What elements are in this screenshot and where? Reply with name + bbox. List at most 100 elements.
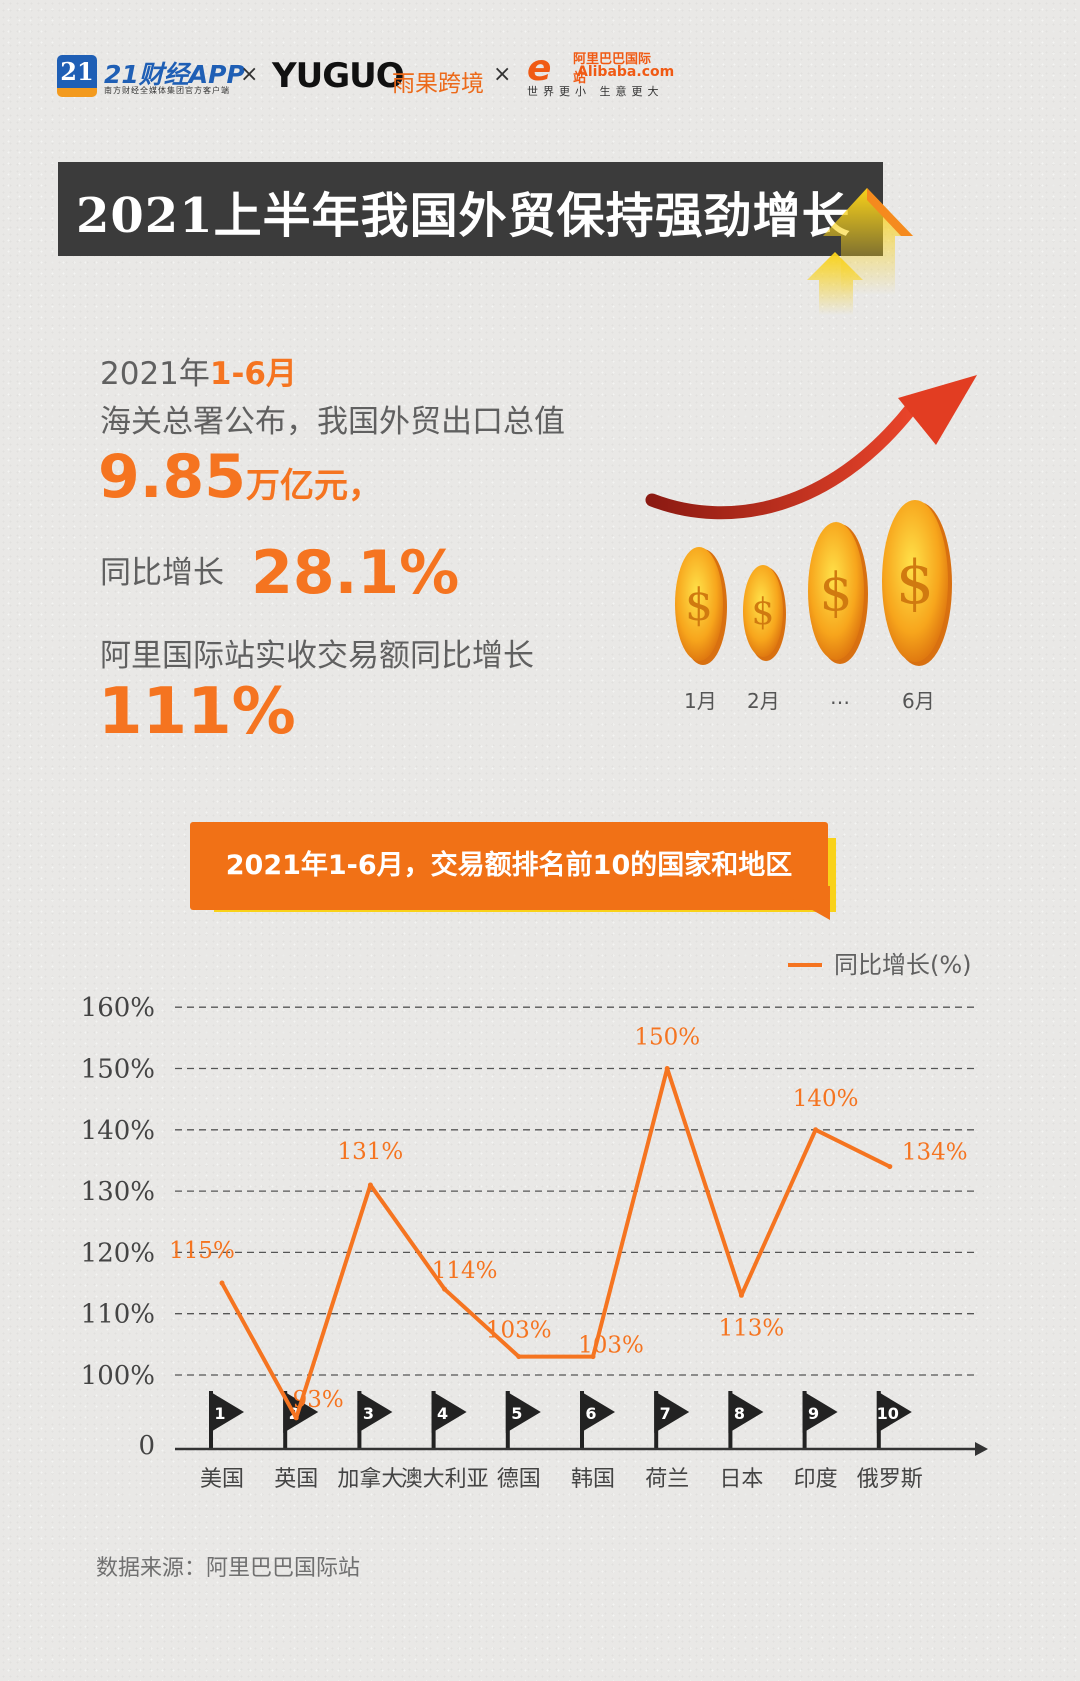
rank-number: 3	[363, 1404, 374, 1423]
brand-yuguo-cn: 雨果跨境	[392, 71, 484, 97]
flag-icon	[728, 1391, 764, 1433]
coin-label: 1月	[684, 689, 717, 713]
brand-alibaba-logo: e 阿里巴巴国际站 Alibaba.com 世界更小 生意更大	[527, 46, 674, 101]
series-line-path	[220, 1066, 891, 1420]
axis-arrow-icon	[975, 1442, 988, 1456]
y-tick-label: 130%	[81, 1177, 155, 1207]
section-header-box	[190, 822, 828, 910]
rank-number: 10	[877, 1404, 899, 1423]
coin-icon: $	[808, 522, 868, 664]
rank-flag: 10	[877, 1391, 912, 1449]
coin-icon: $	[882, 500, 952, 666]
y-tick-label: 120%	[81, 1238, 155, 1268]
data-point	[664, 1066, 670, 1071]
data-label: 140%	[793, 1086, 859, 1112]
rank-number: 8	[734, 1404, 745, 1423]
coins-illustration: $ $ $ $	[645, 375, 977, 666]
stat-growth-value: 28.1%	[251, 538, 460, 608]
brand-yuguo-logo: YUGUO	[272, 56, 405, 96]
rank-number: 5	[511, 1404, 522, 1423]
rank-flags: 1 2 3 4 5 6 7 8 9 10	[209, 1391, 912, 1449]
data-point	[813, 1127, 819, 1133]
data-label: 93%	[293, 1387, 344, 1413]
separator-x: ×	[493, 62, 512, 87]
x-axis	[175, 1442, 988, 1456]
flag-icon	[802, 1391, 838, 1433]
flag-icon	[209, 1391, 244, 1433]
flag-icon	[431, 1391, 467, 1433]
alibaba-cn-name: 阿里巴巴国际站	[573, 52, 652, 86]
data-label: 131%	[338, 1139, 404, 1165]
page-title: 2021上半年我国外贸保持强劲增长	[76, 188, 851, 244]
y-tick-label: 160%	[81, 993, 155, 1023]
rank-flag: 6	[580, 1391, 615, 1449]
x-tick-label: 日本	[719, 1467, 763, 1490]
y-tick-label: 0	[138, 1431, 155, 1461]
alibaba-en-name: Alibaba.com	[577, 64, 675, 80]
y-tick-label: 140%	[81, 1116, 155, 1146]
data-label: 103%	[578, 1333, 644, 1359]
rank-number: 9	[808, 1404, 819, 1423]
data-label: 103%	[486, 1318, 552, 1344]
flag-icon	[505, 1391, 541, 1433]
stat-export-unit: 万亿元，	[246, 466, 383, 506]
data-point	[590, 1354, 596, 1360]
title-banner	[58, 162, 883, 256]
flag-icon	[580, 1391, 615, 1433]
data-point	[293, 1415, 299, 1421]
stat-period-prefix: 2021年	[100, 356, 210, 392]
coin-icon: $	[675, 547, 727, 665]
x-tick-label: 印度	[794, 1467, 838, 1490]
data-point	[367, 1182, 373, 1188]
stat-period-highlight: 1-6月	[209, 356, 297, 392]
rank-flag: 4	[431, 1391, 467, 1449]
x-tick-label: 英国	[274, 1467, 318, 1490]
x-tick-label: 德国	[497, 1467, 541, 1490]
coin-label: 2月	[747, 689, 780, 713]
rank-flag: 7	[654, 1391, 690, 1449]
stat-period: 2021年1-6月	[100, 348, 297, 393]
rank-number: 1	[214, 1404, 225, 1423]
data-label: 114%	[432, 1258, 498, 1284]
brand-21-number: 21	[60, 57, 94, 86]
rank-flag: 8	[728, 1391, 764, 1449]
data-point	[887, 1164, 893, 1170]
x-tick-label: 韩国	[571, 1467, 615, 1490]
rank-flag: 1	[209, 1391, 244, 1449]
brand-21-logo: 21	[57, 55, 97, 97]
rank-flag: 5	[505, 1391, 541, 1449]
rank-number: 6	[585, 1404, 596, 1423]
chart-grid	[175, 1006, 975, 1376]
growth-curve-arrow	[645, 403, 917, 520]
flag-icon	[876, 1391, 912, 1433]
rank-flag: 3	[357, 1391, 393, 1449]
data-point	[219, 1280, 225, 1286]
stat-export-value: 9.85	[98, 442, 247, 512]
rank-number: 4	[437, 1404, 448, 1423]
separator-x: ×	[240, 62, 259, 87]
data-point	[738, 1292, 744, 1298]
growth-arrows-icon	[807, 188, 913, 315]
stat-export: 9.85万亿元，	[98, 442, 382, 512]
data-label: 113%	[719, 1315, 785, 1341]
x-tick-label: 俄罗斯	[857, 1467, 923, 1490]
data-label: 115%	[169, 1238, 235, 1264]
y-tick-label: 150%	[81, 1055, 155, 1085]
brand-21-tagline: 南方财经全媒体集团官方客户端	[104, 86, 230, 95]
data-source: 数据来源：阿里巴巴国际站	[96, 1556, 361, 1581]
chart-legend: 同比增长(%)	[788, 951, 972, 979]
coin-icon: $	[743, 565, 786, 661]
stat-growth-label: 同比增长	[100, 555, 224, 591]
stat-growth: 同比增长 28.1%	[100, 538, 459, 608]
y-axis-ticks: 0 100% 110% 120% 130% 140% 150% 160%	[81, 993, 155, 1461]
svg-text:$: $	[685, 580, 713, 631]
alibaba-mark-icon: e	[527, 48, 552, 89]
x-tick-label: 加拿大	[337, 1466, 403, 1490]
flag-icon	[283, 1391, 319, 1433]
stat-ali-label: 阿里国际站实收交易额同比增长	[100, 638, 534, 674]
stat-ali-value: 111%	[98, 675, 296, 749]
x-tick-label: 澳大利亚	[401, 1467, 489, 1490]
coin-label: …	[830, 685, 850, 709]
stat-export-label: 海关总署公布，我国外贸出口总值	[100, 404, 565, 440]
